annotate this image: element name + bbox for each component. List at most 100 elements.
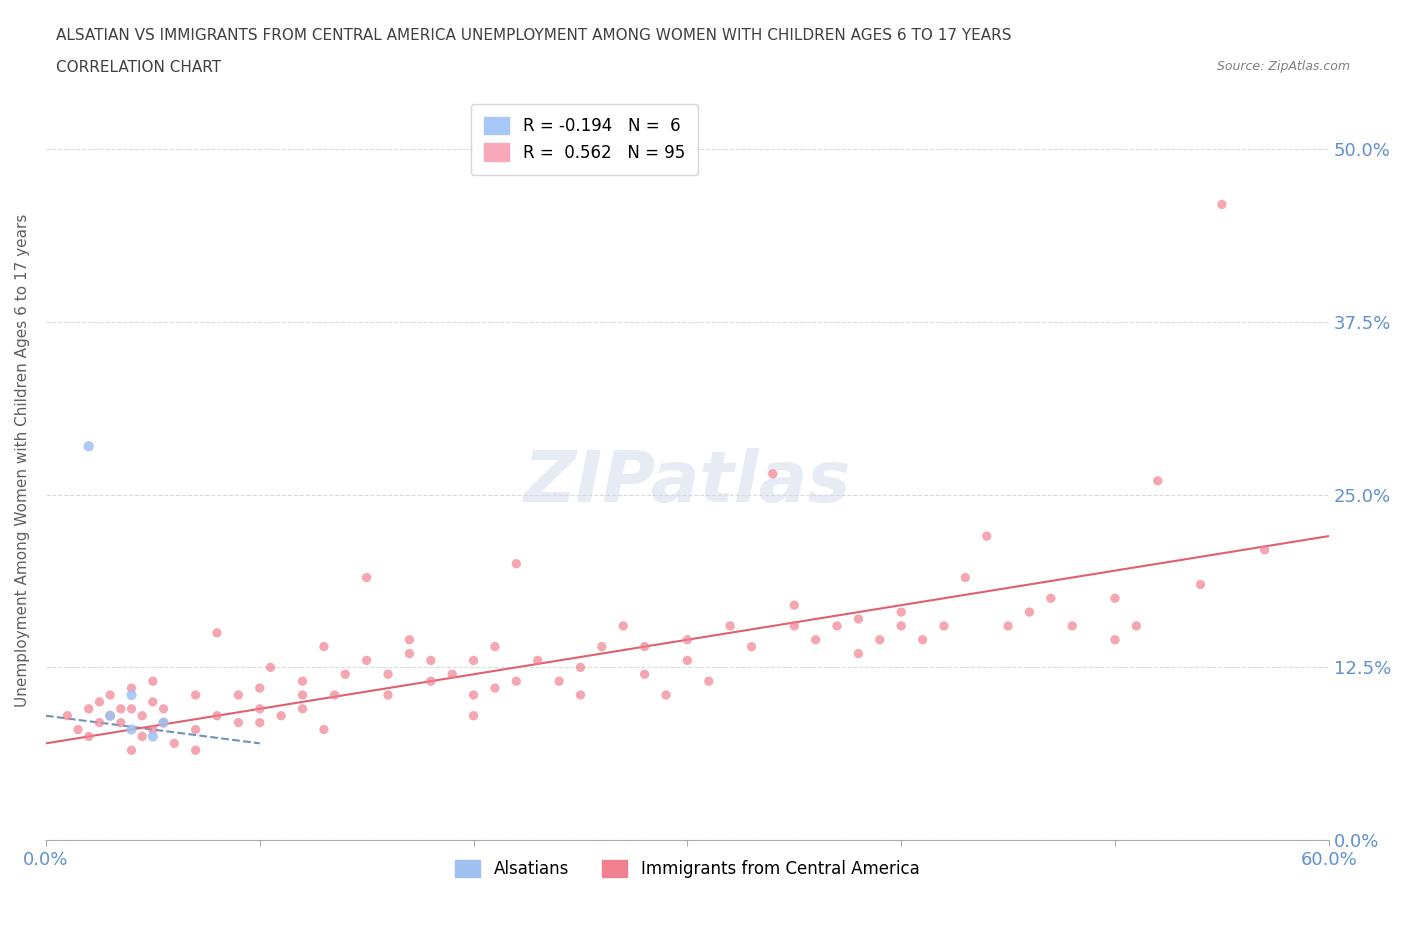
Point — [1146, 473, 1168, 488]
Point — [783, 598, 806, 613]
Point — [419, 653, 441, 668]
Point — [955, 570, 977, 585]
Point — [184, 687, 207, 702]
Point — [1189, 577, 1212, 591]
Point — [911, 632, 934, 647]
Point — [762, 467, 785, 482]
Point — [291, 687, 314, 702]
Point — [505, 556, 527, 571]
Point — [612, 618, 634, 633]
Point — [633, 667, 655, 682]
Point — [152, 715, 174, 730]
Point — [56, 709, 79, 724]
Point — [463, 687, 485, 702]
Point — [131, 709, 153, 724]
Point — [142, 729, 165, 744]
Point — [655, 687, 678, 702]
Point — [1104, 591, 1126, 605]
Point — [633, 639, 655, 654]
Point — [526, 653, 548, 668]
Point — [356, 653, 378, 668]
Point — [121, 701, 143, 716]
Point — [419, 673, 441, 688]
Point — [142, 722, 165, 737]
Point — [569, 660, 592, 675]
Point — [89, 695, 111, 710]
Point — [312, 639, 335, 654]
Point — [249, 715, 271, 730]
Point — [98, 687, 121, 702]
Point — [249, 701, 271, 716]
Text: CORRELATION CHART: CORRELATION CHART — [56, 60, 221, 75]
Point — [98, 709, 121, 724]
Legend: R = -0.194   N =  6, R =  0.562   N = 95: R = -0.194 N = 6, R = 0.562 N = 95 — [471, 103, 699, 175]
Point — [377, 667, 399, 682]
Point — [548, 673, 571, 688]
Point — [484, 639, 506, 654]
Point — [184, 722, 207, 737]
Point — [1125, 618, 1147, 633]
Text: ZIPatlas: ZIPatlas — [523, 448, 851, 517]
Point — [110, 701, 132, 716]
Point — [463, 709, 485, 724]
Point — [718, 618, 741, 633]
Point — [142, 695, 165, 710]
Point — [1018, 604, 1040, 619]
Point — [121, 722, 143, 737]
Text: Source: ZipAtlas.com: Source: ZipAtlas.com — [1216, 60, 1350, 73]
Point — [259, 660, 281, 675]
Point — [1253, 542, 1275, 557]
Point — [463, 653, 485, 668]
Point — [591, 639, 613, 654]
Point — [848, 646, 870, 661]
Point — [205, 709, 228, 724]
Point — [131, 729, 153, 744]
Point — [249, 681, 271, 696]
Point — [1211, 197, 1233, 212]
Point — [205, 625, 228, 640]
Point — [163, 736, 186, 751]
Point — [848, 612, 870, 627]
Point — [291, 701, 314, 716]
Point — [890, 604, 912, 619]
Point — [121, 743, 143, 758]
Point — [398, 646, 420, 661]
Y-axis label: Unemployment Among Women with Children Ages 6 to 17 years: Unemployment Among Women with Children A… — [15, 213, 30, 707]
Point — [228, 715, 250, 730]
Point — [869, 632, 891, 647]
Point — [98, 709, 121, 724]
Point — [676, 653, 699, 668]
Point — [152, 701, 174, 716]
Point — [441, 667, 464, 682]
Point — [89, 715, 111, 730]
Point — [1039, 591, 1062, 605]
Point — [398, 632, 420, 647]
Point — [228, 687, 250, 702]
Point — [1104, 632, 1126, 647]
Point — [270, 709, 292, 724]
Point — [377, 687, 399, 702]
Point — [77, 701, 100, 716]
Point — [890, 618, 912, 633]
Point — [77, 729, 100, 744]
Point — [335, 667, 357, 682]
Point — [676, 632, 699, 647]
Point — [152, 715, 174, 730]
Point — [121, 687, 143, 702]
Point — [291, 673, 314, 688]
Point — [569, 687, 592, 702]
Point — [121, 681, 143, 696]
Point — [1062, 618, 1084, 633]
Point — [932, 618, 955, 633]
Point — [825, 618, 848, 633]
Point — [484, 681, 506, 696]
Point — [804, 632, 827, 647]
Point — [741, 639, 763, 654]
Point — [356, 570, 378, 585]
Text: ALSATIAN VS IMMIGRANTS FROM CENTRAL AMERICA UNEMPLOYMENT AMONG WOMEN WITH CHILDR: ALSATIAN VS IMMIGRANTS FROM CENTRAL AMER… — [56, 28, 1012, 43]
Point — [312, 722, 335, 737]
Point — [142, 673, 165, 688]
Point — [505, 673, 527, 688]
Point — [783, 618, 806, 633]
Point — [67, 722, 90, 737]
